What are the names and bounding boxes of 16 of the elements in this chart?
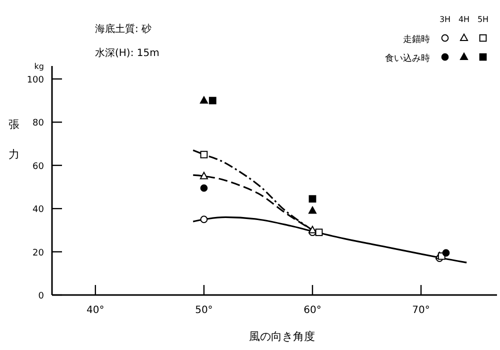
legend: 3H 4H 5H 走錨時 食い込み時 xyxy=(385,15,489,64)
x-tick-label: 40° xyxy=(86,305,104,316)
y-tick-label: 60 xyxy=(32,162,44,172)
chart-subtitle: 水深(H): 15m xyxy=(95,47,160,59)
x-tick-label: 50° xyxy=(195,305,213,316)
text: 張力 xyxy=(8,118,20,161)
x-tick-label: 70° xyxy=(412,305,430,316)
x-tick-label: 60° xyxy=(304,305,322,316)
y-tick-label: 40 xyxy=(32,205,44,216)
y-tick-label: 100 xyxy=(26,75,44,86)
chart-title: 海底土質: 砂 xyxy=(95,23,152,35)
y-tick-label: 20 xyxy=(32,248,44,258)
text: kg xyxy=(34,62,44,71)
y-tick-label: 0 xyxy=(38,292,44,302)
y-tick-label: 80 xyxy=(32,118,44,129)
x-axis-title: 風の向き角度 xyxy=(249,330,315,343)
